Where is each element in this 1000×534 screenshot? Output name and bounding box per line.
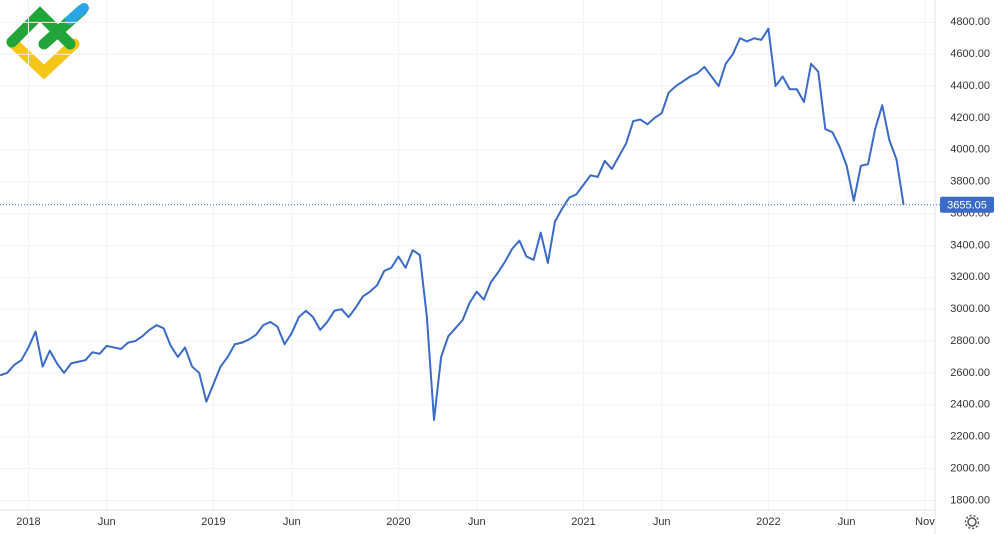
x-tick-label: 2022 (756, 516, 780, 528)
y-tick-label: 2600.00 (950, 367, 990, 379)
y-tick-label: 3200.00 (950, 271, 990, 283)
x-tick-label: Jun (838, 516, 856, 528)
y-tick-label: 4400.00 (950, 80, 990, 92)
y-tick-label: 3000.00 (950, 303, 990, 315)
x-tick-label: 2018 (16, 516, 40, 528)
x-tick-label: Jun (283, 516, 301, 528)
x-tick-label: 2019 (201, 516, 225, 528)
y-tick-label: 2000.00 (950, 462, 990, 474)
x-tick-label: Nov (915, 516, 935, 528)
y-tick-label: 2400.00 (950, 399, 990, 411)
y-tick-label: 4000.00 (950, 144, 990, 156)
x-tick-label: Jun (468, 516, 486, 528)
last-value-label: 3655.05 (947, 200, 987, 212)
price-line (0, 27, 905, 421)
x-tick-label: Jun (653, 516, 671, 528)
logo-yellow (6, 36, 80, 80)
last-value-box (940, 196, 994, 213)
y-tick-label: 2200.00 (950, 431, 990, 443)
y-tick-label: 4800.00 (950, 16, 990, 28)
y-tick-label: 3400.00 (950, 239, 990, 251)
x-tick-label: 2021 (571, 516, 595, 528)
y-tick-label: 4600.00 (950, 48, 990, 60)
y-tick-label: 2800.00 (950, 335, 990, 347)
y-tick-label: 1800.00 (950, 494, 990, 506)
x-tick-label: Jun (98, 516, 116, 528)
gear-teeth[interactable] (964, 514, 980, 530)
settings-icon[interactable] (964, 514, 980, 530)
logo (6, 3, 89, 80)
logo-blue (65, 3, 89, 25)
y-tick-label: 4200.00 (950, 112, 990, 124)
x-tick-label: 2020 (386, 516, 410, 528)
gear[interactable] (967, 517, 977, 527)
y-tick-label: 3800.00 (950, 176, 990, 188)
